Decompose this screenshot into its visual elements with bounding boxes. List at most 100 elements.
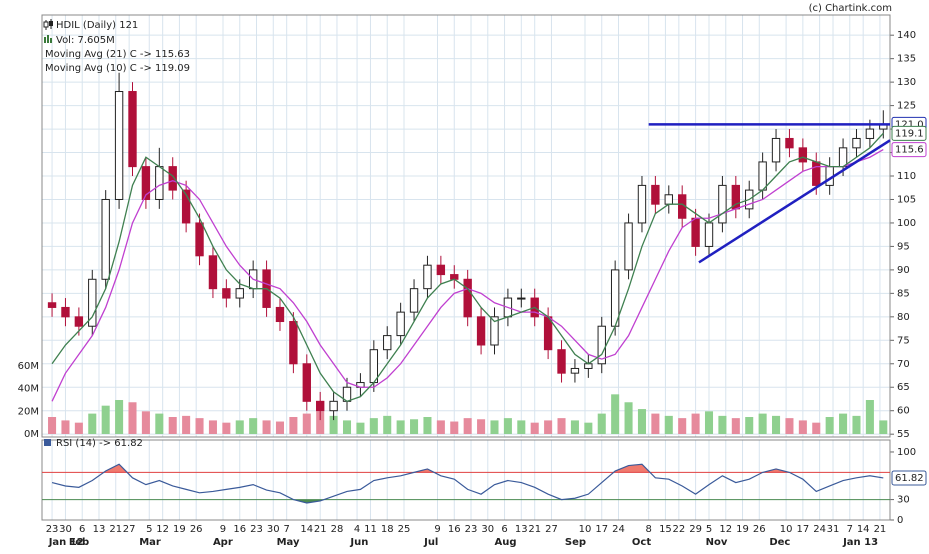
volume-bar (490, 420, 499, 434)
rsi-tick-label: 100 (897, 447, 916, 458)
candle-body (423, 264, 432, 290)
candle-body (597, 325, 606, 365)
x-tick-label: 28 (331, 524, 344, 535)
volume-bar (101, 405, 110, 434)
volume-bar (450, 421, 459, 434)
credit: (c) Chartink.com (809, 3, 892, 14)
volume-bar (208, 420, 217, 434)
month-label: Dec (769, 537, 790, 548)
candle-body (771, 137, 781, 163)
x-tick-label: 29 (689, 524, 702, 535)
candle-body (490, 316, 499, 346)
y-tick-label: 90 (897, 265, 910, 276)
candle-body (195, 222, 204, 257)
month-label: Apr (213, 537, 233, 548)
price-badge-label: 115.6 (895, 145, 924, 156)
volume-icon (44, 35, 52, 43)
volume-bar (477, 419, 486, 434)
y-tick-label: 75 (897, 335, 910, 346)
price-badge (891, 142, 927, 158)
volume-bar (812, 422, 821, 434)
y-tick-label: 85 (897, 288, 910, 299)
candle-body (758, 161, 767, 191)
candle-body (718, 184, 727, 224)
volume-tick-label: 20M (18, 406, 39, 417)
volume-bar (798, 420, 807, 434)
volume-tick-label: 0M (24, 429, 39, 440)
candle-body (704, 222, 714, 247)
month-label: Mar (139, 537, 161, 548)
candle-body (275, 306, 285, 323)
x-tick-label: 26 (753, 524, 766, 535)
volume-bar (852, 415, 861, 434)
volume-label: Vol: 7.605M (56, 35, 115, 46)
candle-body (88, 278, 97, 327)
trendline (698, 139, 891, 264)
volume-bar (61, 420, 70, 434)
volume-bar (302, 413, 311, 434)
candle-body (557, 349, 566, 374)
candle-body (798, 147, 808, 163)
volume-bar (141, 411, 150, 434)
month-label: Feb (69, 537, 89, 548)
x-tick-label: 30 (267, 524, 280, 535)
candle-body (128, 91, 137, 168)
volume-bar (235, 420, 244, 434)
volume-bar (865, 400, 874, 434)
price-badge-label: 119.1 (895, 128, 924, 139)
rsi-frame (41, 439, 891, 521)
rsi-icon (44, 439, 51, 446)
volume-bar (503, 418, 512, 434)
x-tick-label: 24 (813, 524, 826, 535)
volume-bar (316, 411, 325, 434)
candle-body (74, 316, 84, 327)
volume-bar (48, 417, 57, 434)
volume-bar (597, 413, 606, 434)
candle-body (865, 128, 875, 139)
volume-bar (195, 418, 204, 434)
volume-bar (356, 422, 365, 434)
x-tick-label: 22 (672, 524, 685, 535)
legend-ma21: Moving Avg (21) C -> 115.63 (45, 49, 190, 60)
y-tick-label: 135 (897, 54, 916, 65)
rsi-tick-label: 30 (897, 495, 910, 506)
y-tick-label: 95 (897, 241, 910, 252)
y-tick-label: 125 (897, 101, 916, 112)
rsi-oversold-area (52, 499, 884, 503)
x-tick-label: 31 (827, 524, 840, 535)
volume-bar (785, 418, 794, 434)
volume-bar (745, 417, 754, 434)
candle-body (383, 335, 392, 351)
volume-bar (557, 418, 566, 434)
volume-bar (731, 418, 740, 434)
x-tick-label: 18 (381, 524, 394, 535)
x-tick-label: 17 (595, 524, 608, 535)
volume-bar (664, 415, 673, 434)
candle-body (436, 264, 446, 276)
candle-body (651, 184, 660, 205)
volume-bar (517, 420, 526, 434)
candle-body (208, 255, 218, 290)
moving-average (51, 132, 884, 403)
y-tick-label: 70 (897, 359, 910, 370)
candle-body (463, 278, 472, 318)
volume-bar (570, 420, 579, 434)
volume-bar (758, 413, 767, 434)
x-tick-label: 19 (736, 524, 749, 535)
x-tick-label: 8 (645, 524, 651, 535)
candle-body (329, 400, 338, 412)
x-tick-label: 27 (545, 524, 558, 535)
y-tick-label: 140 (897, 30, 916, 41)
x-tick-label: 21 (314, 524, 327, 535)
volume-bar (637, 409, 646, 434)
volume-bar (262, 420, 271, 434)
volume-bar (879, 420, 888, 434)
rsi-badge-label: 61.82 (895, 473, 924, 484)
rsi-label: RSI (14) -> 61.82 (56, 438, 143, 449)
month-label: Jun (349, 537, 368, 548)
y-tick-label: 105 (897, 194, 916, 205)
candle-body (852, 137, 861, 149)
x-tick-label: 23 (46, 524, 59, 535)
price-badge-label: 121.0 (895, 119, 924, 130)
